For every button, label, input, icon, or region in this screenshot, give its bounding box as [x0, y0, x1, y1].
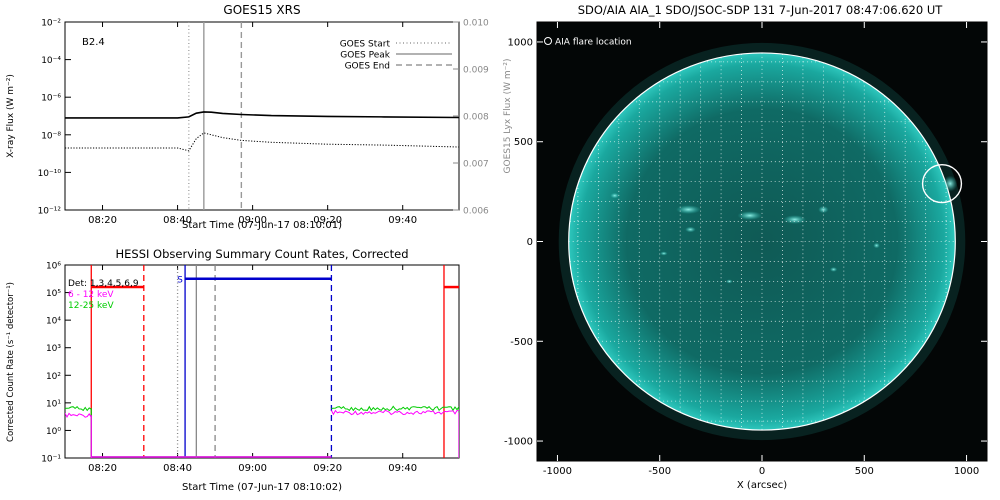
- goes-y-tick-label: 10⁻⁴: [41, 56, 61, 66]
- goes-panel: GOES15 XRS 08:20 08:40 09:00 09:20 09:40 10⁻…: [6, 3, 513, 231]
- goes-markers: [188, 22, 243, 210]
- goes-y-right-tick-label: 0.006: [463, 207, 489, 217]
- aia-active-region: [660, 251, 668, 256]
- goes-y-right-tick-label: 0.009: [463, 66, 489, 76]
- goes-y-right-tick-label: 0.010: [463, 19, 489, 29]
- aia-title: SDO/AIA AIA_1 SDO/JSOC-SDP 131 7-Jun-201…: [578, 3, 944, 17]
- aia-x-axis-label: X (arcsec): [737, 480, 787, 491]
- aia-y-tick-label: -500: [510, 337, 533, 348]
- aia-solar-image: [558, 42, 966, 441]
- hessi-panel: HESSI Observing Summary Count Rates, Cor…: [6, 247, 460, 493]
- hessi-title: HESSI Observing Summary Count Rates, Cor…: [115, 247, 408, 261]
- aia-active-region: [676, 205, 701, 214]
- aia-active-region: [737, 211, 763, 220]
- hessi-y-axis-label: Corrected Count Rate (s⁻¹ detector⁻¹): [6, 282, 16, 442]
- goes-class-label: B2.4: [82, 37, 105, 48]
- hessi-rate-line: [65, 412, 92, 419]
- hessi-state-bars: S: [91, 275, 459, 289]
- aia-limb-outline: [568, 52, 956, 431]
- goes-y-right-tick-label: 0.007: [463, 160, 489, 170]
- aia-legend-label: AIA flare location: [555, 38, 632, 48]
- hessi-y-tick-label: 10¹: [46, 399, 61, 409]
- hessi-series: [65, 405, 459, 458]
- goes-legend-label: GOES Start: [340, 40, 391, 50]
- hessi-rate-line: [65, 406, 92, 412]
- aia-axis-ticks: -1000 -1000 -500 -500 0 0 500 500 1000 1000: [504, 22, 987, 477]
- aia-y-tick-label: 500: [514, 137, 533, 148]
- goes-long-channel-line: [65, 111, 459, 119]
- goes-y-tick-label: 10⁻⁸: [41, 131, 61, 141]
- aia-active-region: [685, 226, 696, 233]
- goes-legend-label: GOES End: [345, 62, 390, 72]
- hessi-y-tick-label: 10⁴: [46, 317, 61, 327]
- hessi-y-tick-label: 10³: [46, 344, 61, 354]
- aia-y-tick-label: 1000: [508, 37, 533, 48]
- aia-active-region: [873, 242, 880, 249]
- hessi-vertical-lines: [90, 265, 445, 458]
- hessi-x-tick-label: 09:40: [388, 463, 417, 474]
- aia-active-region: [783, 215, 806, 224]
- hessi-legend-label: Det: 1,3,4,5,6,9: [68, 279, 139, 289]
- hessi-x-tick-label: 08:40: [163, 463, 192, 474]
- goes-y-ticks-right: 0.006 0.007 0.008 0.009 0.010: [453, 19, 489, 217]
- goes-title: GOES15 XRS: [223, 3, 300, 17]
- aia-active-region: [818, 205, 829, 214]
- aia-x-tick-label: -1000: [543, 466, 572, 477]
- aia-legend-marker-icon: [544, 37, 552, 45]
- goes-x-tick-label: 09:00: [238, 215, 267, 226]
- hessi-y-tick-label: 10⁻¹: [41, 455, 61, 465]
- hessi-y-tick-label: 10⁰: [46, 427, 61, 437]
- aia-active-region: [829, 267, 838, 272]
- hessi-saa-label: S: [177, 275, 183, 285]
- goes-y-tick-label: 10⁻²: [41, 19, 61, 29]
- goes-x-tick-label: 08:40: [163, 215, 192, 226]
- hessi-x-tick-label: 09:20: [313, 463, 342, 474]
- aia-x-tick-label: 500: [855, 466, 874, 477]
- aia-y-tick-label: -1000: [504, 437, 533, 448]
- goes-y-axis-label: X-ray Flux (W m⁻²): [6, 74, 16, 158]
- goes-x-axis-label: Start Time (07-Jun-17 08:10:01): [182, 220, 342, 231]
- aia-flare-brightening: [943, 175, 958, 192]
- aia-x-tick-label: -500: [648, 466, 671, 477]
- goes-y-ticks: 10⁻¹² 10⁻¹⁰ 10⁻⁸ 10⁻⁶ 10⁻⁴ 10⁻²: [38, 19, 71, 217]
- hessi-x-ticks: 08:20 08:40 09:00 09:20 09:40: [88, 265, 417, 474]
- hessi-rate-line: [331, 405, 459, 412]
- hessi-legend-label: 6 - 12 keV: [68, 290, 114, 300]
- aia-x-tick-label: 1000: [954, 466, 979, 477]
- hessi-rate-line: [330, 409, 459, 416]
- goes-y-right-tick-label: 0.008: [463, 113, 489, 123]
- hessi-x-axis-label: Start Time (07-Jun-17 08:10:02): [182, 482, 342, 493]
- goes-short-channel-line: [65, 132, 459, 152]
- goes-y-tick-label: 10⁻⁶: [41, 94, 61, 104]
- goes-legend-label: GOES Peak: [340, 51, 390, 61]
- goes-y-tick-label: 10⁻¹²: [38, 207, 62, 217]
- goes-y-axis-label-right: GOES15 Lyx Flux (W m⁻²): [503, 59, 513, 174]
- goes-series: [65, 111, 459, 152]
- goes-x-ticks: 08:20 08:40 09:00 09:20 09:40: [88, 22, 417, 226]
- hessi-x-tick-label: 08:20: [88, 463, 117, 474]
- goes-y-tick-label: 10⁻¹⁰: [38, 169, 62, 179]
- hessi-y-ticks: 10⁻¹ 10⁰ 10¹ 10² 10³ 10⁴ 10⁵ 10⁶: [41, 262, 71, 465]
- aia-flare-location-marker: [921, 163, 963, 204]
- goes-x-tick-label: 09:20: [313, 215, 342, 226]
- hessi-x-tick-label: 09:00: [238, 463, 267, 474]
- goes-x-tick-label: 08:20: [88, 215, 117, 226]
- goes-x-tick-label: 09:40: [388, 215, 417, 226]
- hessi-plot-frame: [64, 264, 460, 459]
- aia-panel: SDO/AIA AIA_1 SDO/JSOC-SDP 131 7-Jun-201…: [504, 3, 988, 491]
- aia-y-tick-label: 0: [527, 237, 533, 248]
- hessi-y-tick-label: 10²: [46, 372, 61, 382]
- hessi-y-tick-label: 10⁵: [46, 289, 61, 299]
- aia-active-region: [610, 192, 620, 199]
- hessi-legend-label: 12-25 keV: [68, 301, 114, 311]
- aia-legend: AIA flare location: [544, 37, 632, 48]
- aia-x-tick-label: 0: [759, 466, 765, 477]
- hessi-y-tick-label: 10⁶: [46, 262, 61, 272]
